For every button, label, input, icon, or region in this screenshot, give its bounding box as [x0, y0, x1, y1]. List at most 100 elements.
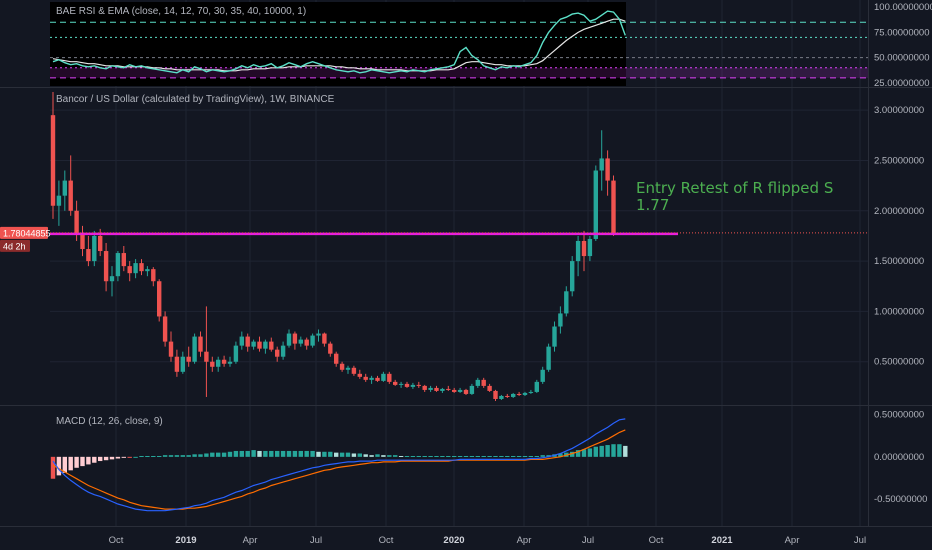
candle-body[interactable] — [345, 367, 351, 370]
candle-body[interactable] — [151, 269, 156, 282]
candle-body[interactable] — [68, 180, 73, 211]
candle-body[interactable] — [74, 210, 79, 233]
candle-body[interactable] — [204, 351, 209, 362]
candle-body[interactable] — [280, 345, 286, 357]
macd-line[interactable] — [52, 418, 626, 512]
candle-body[interactable] — [227, 361, 233, 364]
candle-body[interactable] — [316, 333, 321, 336]
candle-body[interactable] — [546, 346, 551, 370]
candle-body[interactable] — [393, 381, 398, 385]
candle-body[interactable] — [505, 395, 510, 397]
macd-pane[interactable] — [50, 418, 628, 512]
candle-body[interactable] — [446, 388, 451, 390]
candle-body[interactable] — [139, 263, 144, 272]
candle-body[interactable] — [275, 349, 280, 357]
candle-body[interactable] — [286, 333, 292, 346]
candle-body[interactable] — [422, 385, 427, 390]
candle-body[interactable] — [363, 376, 368, 380]
candle-body[interactable] — [216, 359, 221, 367]
candle-body[interactable] — [269, 341, 274, 350]
candle-body[interactable] — [62, 180, 67, 196]
candle-body[interactable] — [210, 361, 215, 367]
candle-body[interactable] — [434, 387, 439, 391]
candle-body[interactable] — [381, 373, 386, 381]
candle-body[interactable] — [233, 345, 239, 362]
candle-body[interactable] — [221, 359, 227, 364]
candle-body[interactable] — [263, 341, 268, 349]
candle-body[interactable] — [351, 367, 357, 374]
candle-body[interactable] — [292, 333, 298, 344]
candle-body[interactable] — [499, 395, 504, 399]
candle-body[interactable] — [86, 249, 91, 262]
rsi-line[interactable] — [52, 10, 626, 74]
candle-body[interactable] — [180, 356, 185, 372]
candle-body[interactable] — [522, 392, 528, 395]
candle-body[interactable] — [440, 388, 445, 391]
candle-body[interactable] — [310, 335, 315, 346]
candle-body[interactable] — [133, 263, 138, 274]
candle-body[interactable] — [198, 336, 203, 352]
candle-body[interactable] — [570, 261, 575, 292]
candle-body[interactable] — [239, 336, 244, 346]
candle-body[interactable] — [298, 339, 303, 344]
candle-body[interactable] — [387, 373, 392, 382]
candle-body[interactable] — [192, 336, 197, 362]
candle-body[interactable] — [528, 391, 534, 393]
candle-body[interactable] — [80, 232, 85, 250]
candle-body[interactable] — [98, 235, 103, 252]
candle-body[interactable] — [168, 341, 174, 357]
candle-body[interactable] — [564, 291, 569, 314]
candle-body[interactable] — [375, 377, 380, 381]
candle-body[interactable] — [410, 384, 416, 387]
candle-body[interactable] — [121, 253, 126, 267]
candle-body[interactable] — [516, 393, 522, 395]
candle-body[interactable] — [552, 326, 557, 347]
candle-body[interactable] — [357, 373, 362, 377]
candle-body[interactable] — [322, 333, 327, 344]
candle-body[interactable] — [428, 387, 433, 390]
macd-signal-line[interactable] — [52, 429, 626, 510]
candle-body[interactable] — [174, 356, 180, 372]
candle-body[interactable] — [558, 313, 563, 327]
rsi-pane[interactable] — [50, 2, 868, 86]
candle-body[interactable] — [481, 379, 486, 386]
candle-body[interactable] — [593, 170, 598, 239]
rsi-ema-line[interactable] — [52, 18, 626, 72]
candle-body[interactable] — [540, 369, 545, 382]
candle-body[interactable] — [56, 195, 62, 206]
candle-body[interactable] — [157, 281, 162, 317]
candle-body[interactable] — [334, 353, 339, 364]
candle-body[interactable] — [257, 341, 262, 349]
candle-body[interactable] — [109, 276, 115, 282]
candle-body[interactable] — [599, 158, 604, 171]
candle-body[interactable] — [605, 158, 610, 181]
candle-body[interactable] — [611, 180, 616, 233]
candle-body[interactable] — [469, 385, 475, 394]
candle-body[interactable] — [92, 235, 97, 262]
candle-body[interactable] — [127, 266, 132, 274]
candle-body[interactable] — [304, 339, 309, 346]
candle-body[interactable] — [416, 384, 421, 386]
candle-body[interactable] — [369, 377, 374, 380]
candle-body[interactable] — [463, 389, 469, 394]
candle-body[interactable] — [587, 238, 593, 257]
candle-body[interactable] — [457, 389, 463, 392]
candle-body[interactable] — [186, 356, 191, 362]
candle-body[interactable] — [339, 363, 345, 370]
candle-body[interactable] — [575, 240, 581, 262]
candle-body[interactable] — [475, 379, 480, 386]
candle-body[interactable] — [487, 385, 492, 391]
candle-body[interactable] — [534, 381, 539, 392]
candle-body[interactable] — [452, 389, 457, 392]
candle-body[interactable] — [581, 240, 587, 257]
candle-body[interactable] — [511, 393, 516, 397]
candle-body[interactable] — [115, 253, 121, 277]
price-pane[interactable] — [50, 92, 868, 401]
candle-body[interactable] — [103, 251, 109, 282]
candle-body[interactable] — [145, 269, 150, 272]
candle-body[interactable] — [398, 383, 404, 385]
candle-body[interactable] — [251, 341, 256, 347]
candle-body[interactable] — [162, 316, 168, 342]
candle-body[interactable] — [50, 115, 56, 206]
